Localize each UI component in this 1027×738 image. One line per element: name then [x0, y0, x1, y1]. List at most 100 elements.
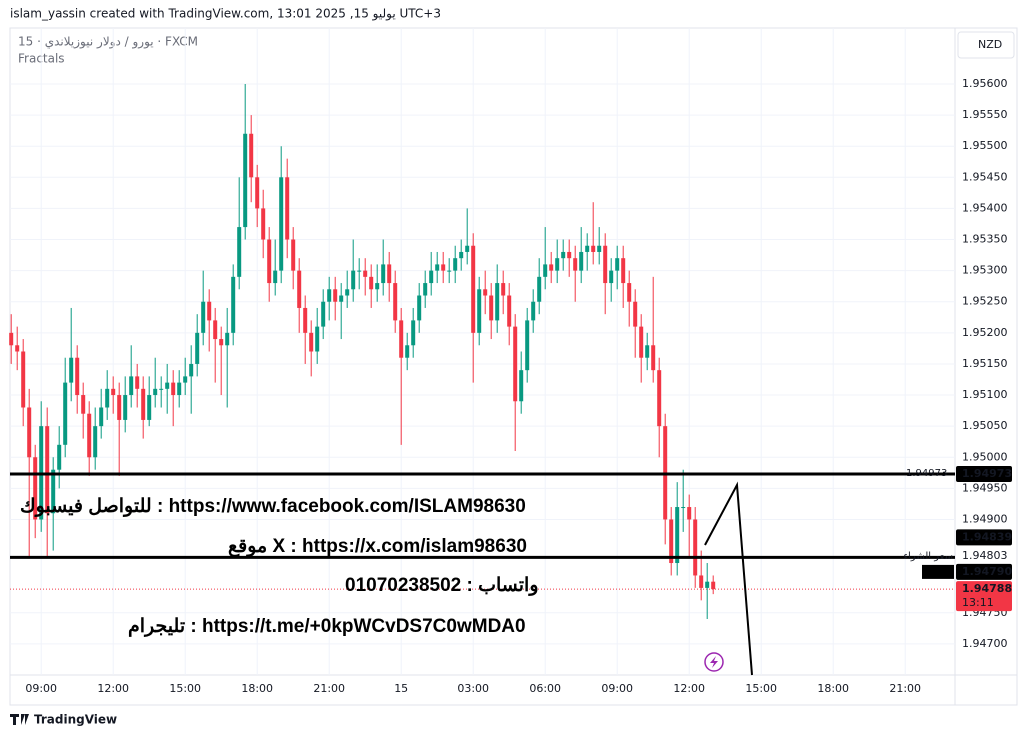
candle-body: [87, 413, 92, 458]
candle-body: [285, 177, 290, 240]
candle-body: [465, 245, 470, 252]
candle-body: [693, 519, 698, 576]
bid-ask-name: سعر الشراء: [903, 551, 953, 562]
candle-body: [99, 407, 104, 427]
candle-body: [357, 270, 362, 272]
y-tick-label: 1.95550: [962, 108, 1008, 121]
candle-body: [459, 251, 464, 259]
candle-body: [249, 133, 254, 178]
candle-body: [675, 507, 680, 564]
candle-body: [567, 251, 572, 259]
candle-body: [645, 345, 650, 358]
symbol: يورو / دولار نيوزيلاندي · 15 · FXCM: [18, 35, 198, 50]
candle-body: [255, 177, 260, 209]
candle-body: [669, 519, 674, 564]
candle-body: [303, 307, 308, 333]
candle-body: [165, 382, 170, 389]
candle-body: [183, 376, 188, 383]
x-tick-label: 15: [394, 682, 408, 695]
candle-body: [411, 320, 416, 346]
y-tick-label: 1.95600: [962, 77, 1008, 90]
price-box-label: 1.94973: [962, 467, 1012, 480]
candle-body: [573, 258, 578, 271]
y-tick-label: 1.95450: [962, 170, 1008, 183]
annotations: للتواصل فيسبوك : https://www.facebook.co…: [20, 496, 539, 637]
candle-body: [111, 388, 116, 396]
candle-body: [57, 444, 62, 470]
candle-body: [555, 258, 560, 271]
candle-body: [27, 407, 32, 458]
candle-body: [75, 357, 80, 396]
x-tick-label: 18:00: [817, 682, 849, 695]
x-tick-label: 15:00: [745, 682, 777, 695]
y-tick-label: 1.95050: [962, 419, 1008, 432]
candle-body: [519, 370, 524, 402]
candle-body: [105, 388, 110, 408]
candle-body: [537, 276, 542, 302]
price-box: [956, 563, 1012, 580]
annotation: تليجرام : https://t.me/+0kpWCvDS7C0wMDA0: [128, 616, 526, 637]
candle-body: [141, 388, 146, 420]
candle-body: [213, 320, 218, 340]
annotation: موقع X : https://x.com/islam98630: [228, 536, 527, 557]
candle-body: [489, 295, 494, 321]
candle-body: [147, 395, 152, 420]
candle-body: [207, 301, 212, 321]
y-tick-label: 1.95150: [962, 357, 1008, 370]
candle-body: [429, 270, 434, 284]
candle-body: [591, 245, 596, 252]
candle-body: [399, 320, 404, 358]
candle-body: [597, 245, 602, 252]
candle-body: [225, 332, 230, 346]
currency-box[interactable]: [957, 31, 1015, 59]
plot: 1.95600 1.95550 1.95500 1.95450 1.95400 1.953…: [9, 28, 1012, 695]
x-tick-label: 21:00: [313, 682, 345, 695]
candle-body: [381, 264, 386, 284]
candle-body: [417, 295, 422, 321]
candle-body: [531, 301, 536, 321]
x-tick-label: 06:00: [529, 682, 561, 695]
candle-body: [423, 283, 428, 296]
h-line-label: 1.94973: [906, 468, 947, 479]
candle-body: [609, 270, 614, 284]
candle-body: [501, 283, 506, 296]
candle-body: [297, 270, 302, 308]
y-tick-label: 1.94803: [962, 549, 1008, 562]
candle-body: [435, 264, 440, 271]
candle-body: [681, 507, 686, 509]
x-tick-label: 15:00: [169, 682, 201, 695]
candle-body: [171, 382, 176, 396]
candle-body: [513, 326, 518, 402]
candle-body: [363, 270, 368, 277]
candle-body: [231, 276, 236, 333]
last-price-label: 1.94788: [962, 582, 1012, 595]
y-tick-label: 1.95400: [962, 201, 1008, 214]
candle-body: [525, 320, 530, 371]
x-tick-label: 12:00: [673, 682, 705, 695]
candle-body: [585, 245, 590, 252]
x-tick-label: 12:00: [97, 682, 129, 695]
candle-body: [261, 208, 266, 240]
candle-body: [321, 301, 326, 327]
countdown: 13:11: [962, 596, 994, 609]
candle-body: [189, 363, 194, 377]
y-tick-label: 1.95300: [962, 264, 1008, 277]
candle-body: [705, 581, 710, 588]
candle-body: [507, 295, 512, 327]
candle-body: [393, 283, 398, 321]
candle-body: [273, 270, 278, 284]
candle-body: [687, 507, 692, 520]
y-tick-label: 1.94700: [962, 637, 1008, 650]
candle-body: [315, 326, 320, 352]
candle-body: [123, 395, 128, 420]
annotation: 01070238502 : واتساب: [345, 575, 539, 596]
candle-body: [153, 388, 158, 396]
x-tick-label: 21:00: [889, 682, 921, 695]
currency[interactable]: NZD: [978, 38, 1002, 51]
y-tick-label: 1.94950: [962, 481, 1008, 494]
bid-ask-bg: [922, 564, 954, 579]
y-tick-label: 1.95250: [962, 295, 1008, 308]
candle-body: [447, 270, 452, 272]
candle-body: [45, 426, 50, 514]
